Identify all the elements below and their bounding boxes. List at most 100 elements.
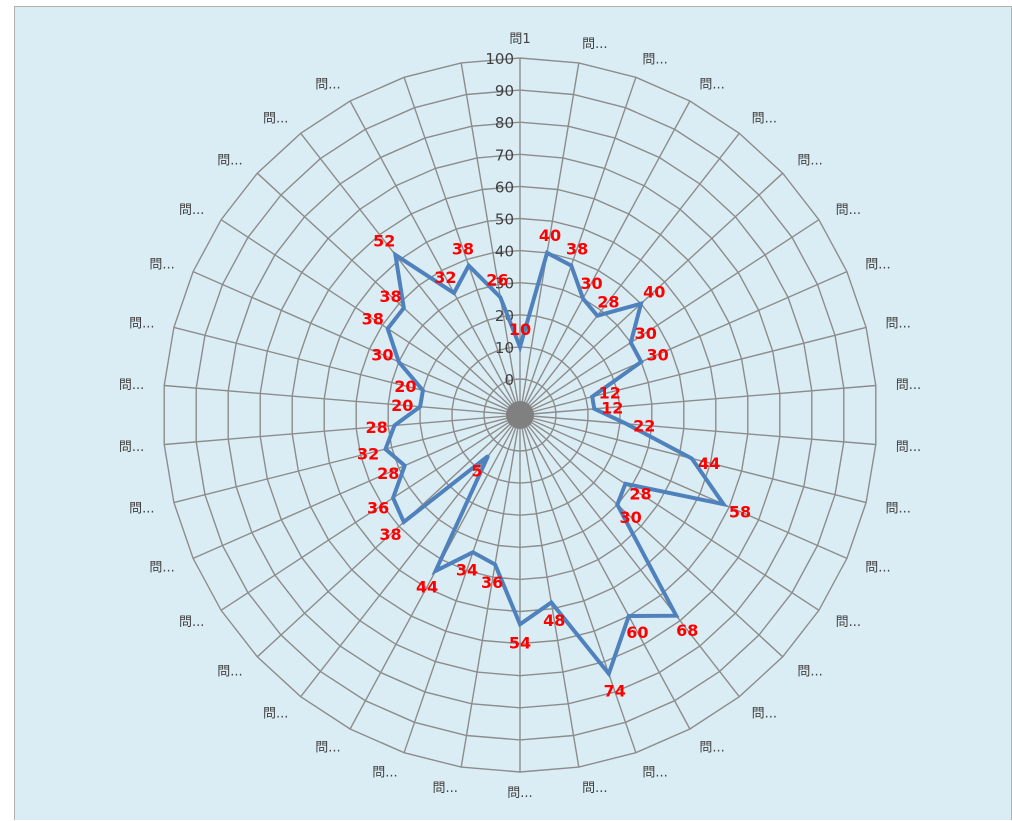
- grid-spoke: [519, 414, 637, 753]
- data-point: [518, 345, 522, 349]
- category-label: 問...: [129, 502, 154, 517]
- radial-tick-label: 80: [495, 114, 514, 132]
- data-label: 12: [599, 383, 621, 402]
- category-label: 問...: [896, 440, 921, 455]
- data-point: [386, 327, 390, 331]
- data-label: 30: [646, 346, 668, 365]
- grid-spoke: [164, 384, 521, 416]
- grid-spoke: [519, 414, 740, 698]
- data-label: 28: [365, 418, 387, 437]
- data-label: 38: [379, 287, 401, 306]
- data-point: [402, 520, 406, 524]
- data-label: 52: [373, 232, 395, 251]
- data-point: [624, 422, 628, 426]
- data-point: [402, 306, 406, 310]
- data-label: 54: [509, 633, 531, 652]
- grid-spoke: [519, 414, 848, 560]
- radial-tick-label: 60: [495, 178, 514, 196]
- data-label: 58: [729, 503, 751, 522]
- radial-tick-label: 50: [495, 211, 514, 229]
- hub: [506, 401, 534, 429]
- data-point: [421, 388, 425, 392]
- grid-spoke: [192, 414, 521, 560]
- data-label: 30: [619, 508, 641, 527]
- category-label: 問...: [865, 258, 890, 273]
- data-label: 34: [456, 560, 478, 579]
- data-point: [452, 291, 456, 295]
- data-point: [549, 601, 553, 604]
- category-label: 問...: [507, 786, 532, 801]
- grid-spoke: [173, 326, 521, 416]
- radial-tick-label: 30: [495, 275, 514, 293]
- data-label: 48: [543, 611, 565, 630]
- data-label: 44: [416, 578, 438, 597]
- data-label: 28: [377, 464, 399, 483]
- grid-spoke: [220, 414, 521, 611]
- data-point: [569, 264, 573, 268]
- category-label: 問...: [865, 560, 890, 575]
- category-label: 問...: [886, 502, 911, 517]
- data-label: 68: [676, 621, 698, 640]
- grid-spoke: [192, 270, 521, 416]
- category-label: 問...: [642, 766, 667, 781]
- data-point: [471, 550, 475, 554]
- data-label: 60: [626, 623, 648, 642]
- grid-spoke: [519, 414, 691, 730]
- grid-spoke: [300, 132, 521, 416]
- category-label: 問...: [119, 378, 144, 393]
- category-label: 問...: [582, 781, 607, 796]
- grid-spoke: [256, 172, 521, 416]
- grid-spoke: [164, 414, 521, 446]
- data-label: 30: [635, 324, 657, 343]
- data-label: 30: [371, 346, 393, 365]
- data-point: [467, 264, 471, 268]
- grid-spoke: [349, 100, 521, 416]
- data-point: [595, 314, 599, 318]
- category-label: 問...: [315, 741, 340, 756]
- grid-spoke: [403, 414, 521, 753]
- data-point: [418, 405, 422, 409]
- radial-tick-label: 90: [495, 82, 514, 100]
- data-label: 36: [481, 573, 503, 592]
- data-point: [607, 672, 611, 676]
- data-point: [518, 622, 522, 626]
- data-point: [384, 447, 387, 451]
- data-label: 26: [486, 270, 508, 289]
- data-point: [590, 395, 594, 399]
- data-point: [623, 482, 627, 486]
- data-point: [393, 253, 397, 257]
- data-label: 28: [597, 293, 619, 312]
- radial-tick-label: 100: [485, 50, 514, 68]
- grid-spoke: [403, 77, 521, 416]
- category-label: 問...: [642, 52, 667, 67]
- category-label: 問...: [432, 781, 457, 796]
- data-label: 38: [379, 525, 401, 544]
- category-label: 問...: [263, 112, 288, 127]
- grid-spoke: [220, 219, 521, 416]
- data-point: [498, 295, 502, 299]
- category-label: 問...: [217, 154, 242, 169]
- data-point: [627, 614, 631, 618]
- grid-spoke: [519, 270, 848, 416]
- data-point: [639, 302, 643, 306]
- grid-spoke: [173, 414, 521, 504]
- category-label: 問...: [836, 615, 861, 630]
- data-label: 38: [362, 310, 384, 329]
- data-point: [722, 502, 725, 506]
- grid-spoke: [519, 326, 867, 416]
- radial-tick-label: 70: [495, 146, 514, 164]
- category-label: 問...: [836, 203, 861, 218]
- radial-tick-label: 10: [495, 339, 514, 357]
- grid-spoke: [519, 414, 784, 658]
- category-label: 問...: [119, 440, 144, 455]
- data-point: [393, 423, 396, 427]
- data-label: 20: [391, 396, 413, 415]
- category-label: 問...: [149, 560, 174, 575]
- data-label: 44: [698, 454, 720, 473]
- data-point: [545, 251, 549, 255]
- grid-spoke: [519, 384, 876, 416]
- category-label: 問...: [752, 112, 777, 127]
- category-label: 問...: [797, 664, 822, 679]
- grid-spoke: [460, 414, 521, 768]
- data-point: [690, 457, 694, 460]
